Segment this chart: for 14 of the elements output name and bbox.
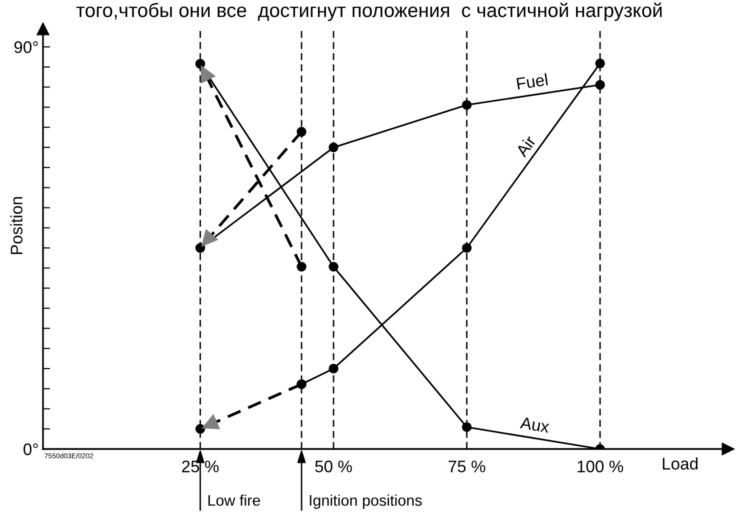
chart-title: того,чтобы они все достигнут положения с частичной нагрузкой	[76, 2, 662, 22]
x-tick-label: 75 %	[448, 460, 486, 472]
text: Air	[514, 134, 536, 158]
x-axis-title: Load	[662, 457, 698, 470]
y-tick-label: 0°	[24, 443, 38, 456]
x-tick-label: 50 %	[315, 460, 352, 472]
ref-line-label: Ignition positions	[310, 494, 422, 509]
text: Fuel	[516, 73, 548, 90]
y-axis-title: Position	[10, 197, 22, 254]
ref-line-label: Low fire	[208, 494, 260, 506]
x-tick-label: 100 %	[578, 460, 624, 472]
text: Aux	[520, 416, 550, 433]
x-tick-label: 25 %	[182, 460, 219, 472]
y-tick-label: 90°	[14, 41, 38, 54]
